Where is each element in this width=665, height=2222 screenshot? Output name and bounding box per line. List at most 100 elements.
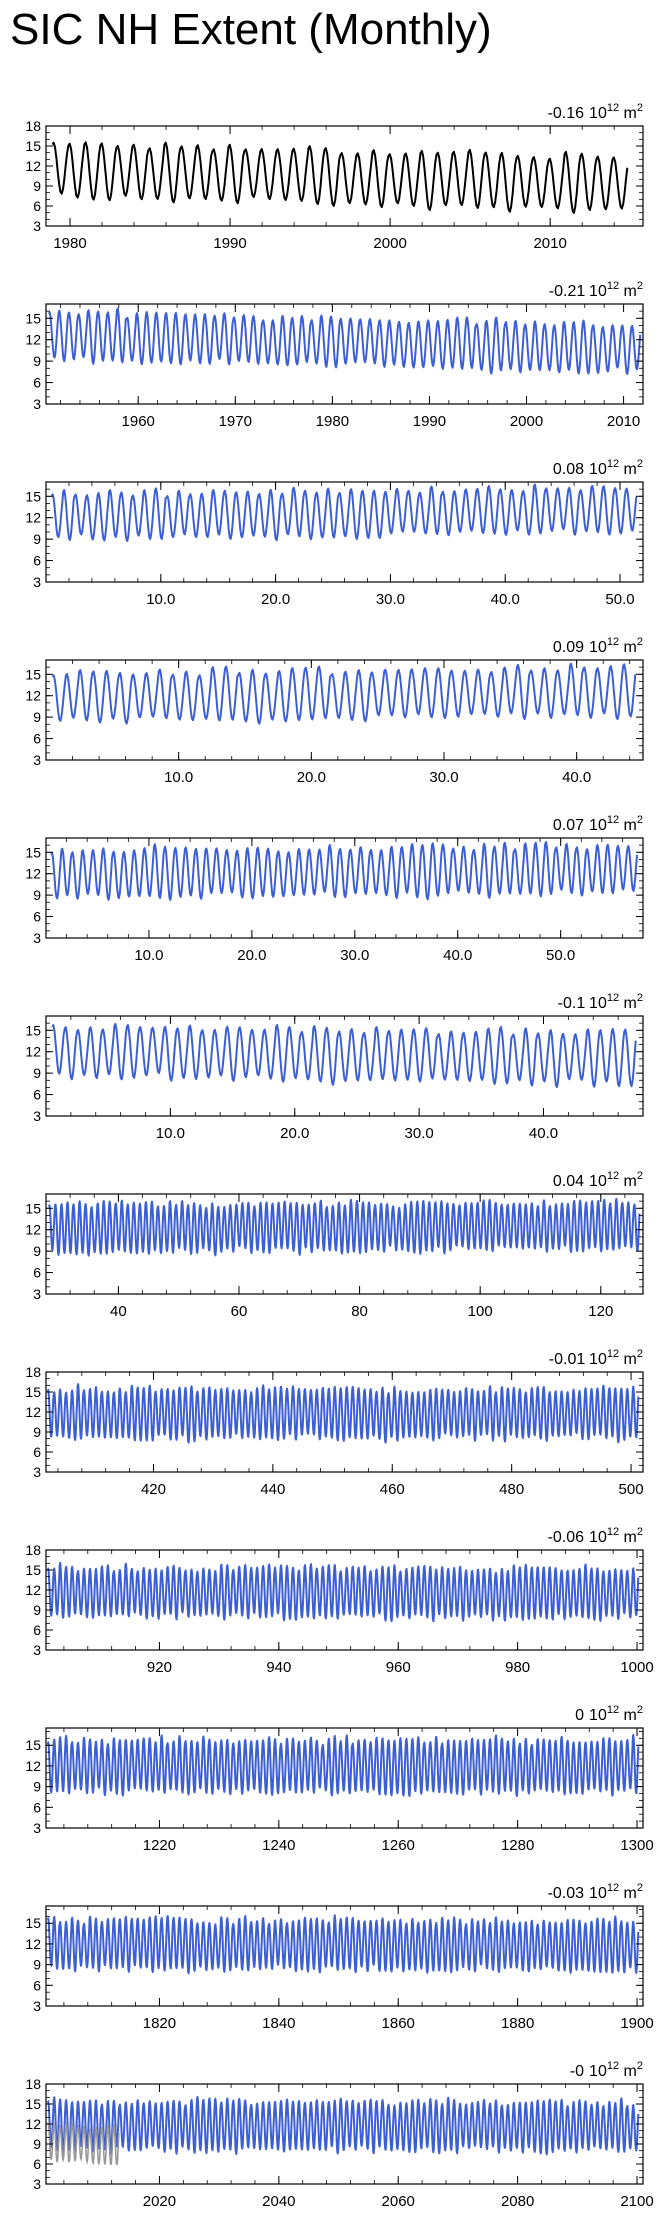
x-tick-label: 1860 [382,2015,415,2032]
y-tick-label: 12 [25,158,41,174]
x-tick-label: 30.0 [429,769,458,786]
series-line [51,1022,637,1088]
trend-label: 0 1012 m2 [575,1704,643,1724]
figure-title: SIC NH Extent (Monthly) [10,5,492,54]
trend-value: 0.04 [553,1173,584,1190]
x-tick-label: 1000 [620,1659,653,1676]
x-tick-label: 1260 [382,1837,415,1854]
trend-exponent: 12 [607,102,619,114]
trend-value: -0 [570,2063,584,2080]
y-tick-label: 6 [33,375,41,391]
trend-units-m: m [619,2063,637,2080]
trend-units-m: m [619,283,637,300]
x-tick-label: 2060 [382,2193,415,2210]
y-tick-label: 3 [33,752,41,768]
trend-unit: 10 [589,2063,607,2080]
y-tick-label: 12 [25,2116,41,2132]
trend-label: -0.21 1012 m2 [549,280,643,300]
x-tick-label: 1240 [262,1837,295,1854]
trend-value: 0.07 [553,817,584,834]
trend-unit: 10 [589,1529,607,1546]
y-tick-label: 15 [25,1384,41,1400]
trend-units-sq: 2 [637,636,643,648]
y-tick-label: 9 [33,1424,41,1440]
y-tick-label: 9 [33,1065,41,1081]
y-tick-label: 18 [25,2076,41,2092]
overlay-line [47,2122,120,2166]
trend-label: -0.06 1012 m2 [548,1526,643,1546]
trend-label: 0.04 1012 m2 [553,1170,643,1190]
x-tick-label: 30.0 [340,947,369,964]
x-tick-label: 1220 [143,1837,176,1854]
y-tick-label: 12 [25,510,41,526]
x-tick-label: 120 [588,1303,613,1320]
y-tick-label: 3 [33,1642,41,1658]
trend-label: -0.01 1012 m2 [549,1348,643,1368]
y-tick-label: 15 [25,666,41,682]
x-tick-label: 80 [351,1303,368,1320]
trend-units-sq: 2 [637,1526,643,1538]
trend-value: -0.16 [548,105,585,122]
trend-unit: 10 [589,817,607,834]
series-line [50,841,638,901]
trend-exponent: 12 [607,1882,619,1894]
series-line [46,1733,640,1797]
y-tick-label: 9 [33,1602,41,1618]
y-tick-label: 15 [25,310,41,326]
trend-value: -0.1 [558,995,586,1012]
series-line [46,1914,640,1975]
y-tick-label: 6 [33,2156,41,2172]
y-tick-label: 15 [25,488,41,504]
x-tick-label: 1980 [53,235,86,252]
trend-label: 0.08 1012 m2 [553,458,643,478]
series-line [48,1197,641,1257]
trend-exponent: 12 [607,2060,619,2072]
trend-exponent: 12 [607,1704,619,1716]
series-line [46,1383,640,1444]
trend-unit: 10 [589,995,607,1012]
trend-units-sq: 2 [637,1170,643,1182]
series-line [51,141,629,214]
y-tick-label: 9 [33,2136,41,2152]
x-tick-label: 2010 [607,413,640,430]
y-tick-label: 3 [33,1464,41,1480]
trend-unit: 10 [589,1885,607,1902]
x-tick-label: 50.0 [546,947,575,964]
y-tick-label: 3 [33,2176,41,2192]
x-tick-label: 40 [110,1303,127,1320]
trend-units-m: m [619,1707,637,1724]
trend-unit: 10 [589,105,607,122]
trend-units-sq: 2 [637,2060,643,2072]
x-tick-label: 40.0 [529,1125,558,1142]
x-tick-label: 1980 [316,413,349,430]
plot-frame [45,1727,644,1829]
y-tick-label: 3 [33,930,41,946]
trend-label: -0.16 1012 m2 [548,102,643,122]
trend-units-m: m [619,995,637,1012]
y-tick-label: 12 [25,1044,41,1060]
y-tick-label: 9 [33,887,41,903]
trend-exponent: 12 [607,636,619,648]
y-tick-label: 6 [33,1087,41,1103]
x-tick-label: 10.0 [146,591,175,608]
trend-exponent: 12 [607,992,619,1004]
x-tick-label: 40.0 [443,947,472,964]
trend-units-m: m [619,817,637,834]
x-tick-label: 20.0 [237,947,266,964]
x-tick-label: 980 [505,1659,530,1676]
trend-units-m: m [619,1173,637,1190]
trend-value: -0.03 [548,1885,585,1902]
trend-value: 0 [575,1707,584,1724]
trend-label: -0.03 1012 m2 [548,1882,643,1902]
x-tick-label: 1840 [262,2015,295,2032]
plot-frame [45,1549,644,1651]
x-tick-label: 10.0 [164,769,193,786]
